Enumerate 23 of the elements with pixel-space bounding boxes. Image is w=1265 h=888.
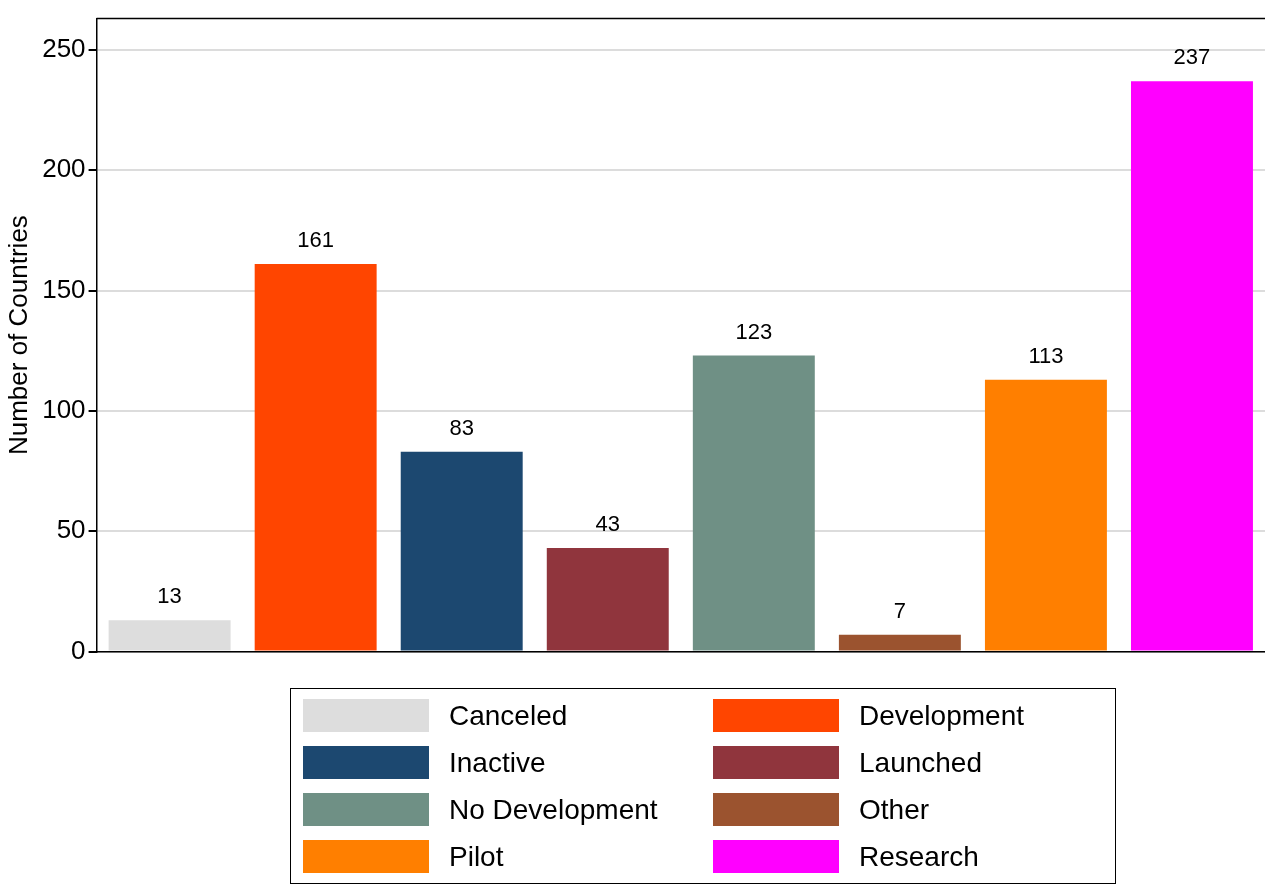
data-label: 7 — [893, 597, 906, 623]
data-label: 43 — [595, 511, 621, 537]
y-tick-label: 150 — [42, 273, 86, 304]
legend-label: Pilot — [449, 840, 504, 873]
data-label: 123 — [735, 318, 773, 344]
y-tick-label: 200 — [42, 153, 86, 184]
y-tick-label: 0 — [71, 634, 86, 665]
legend-label: Other — [859, 793, 930, 826]
y-axis-title: Number of Countries — [2, 215, 33, 456]
y-tick-label: 250 — [42, 33, 86, 64]
legend-label: No Development — [449, 793, 658, 826]
legend-label: Launched — [859, 746, 983, 779]
data-label: 83 — [449, 414, 474, 440]
data-label: 113 — [1028, 342, 1064, 368]
legend-label: Research — [859, 840, 979, 873]
legend-label: Development — [859, 699, 1024, 732]
legend-label: Inactive — [449, 746, 546, 779]
legend-label: Canceled — [449, 699, 568, 732]
data-label: 161 — [297, 227, 335, 253]
data-label: 237 — [1173, 44, 1211, 70]
y-tick-label: 100 — [42, 394, 86, 425]
y-tick-label: 50 — [56, 514, 86, 545]
data-label: 13 — [157, 583, 182, 609]
